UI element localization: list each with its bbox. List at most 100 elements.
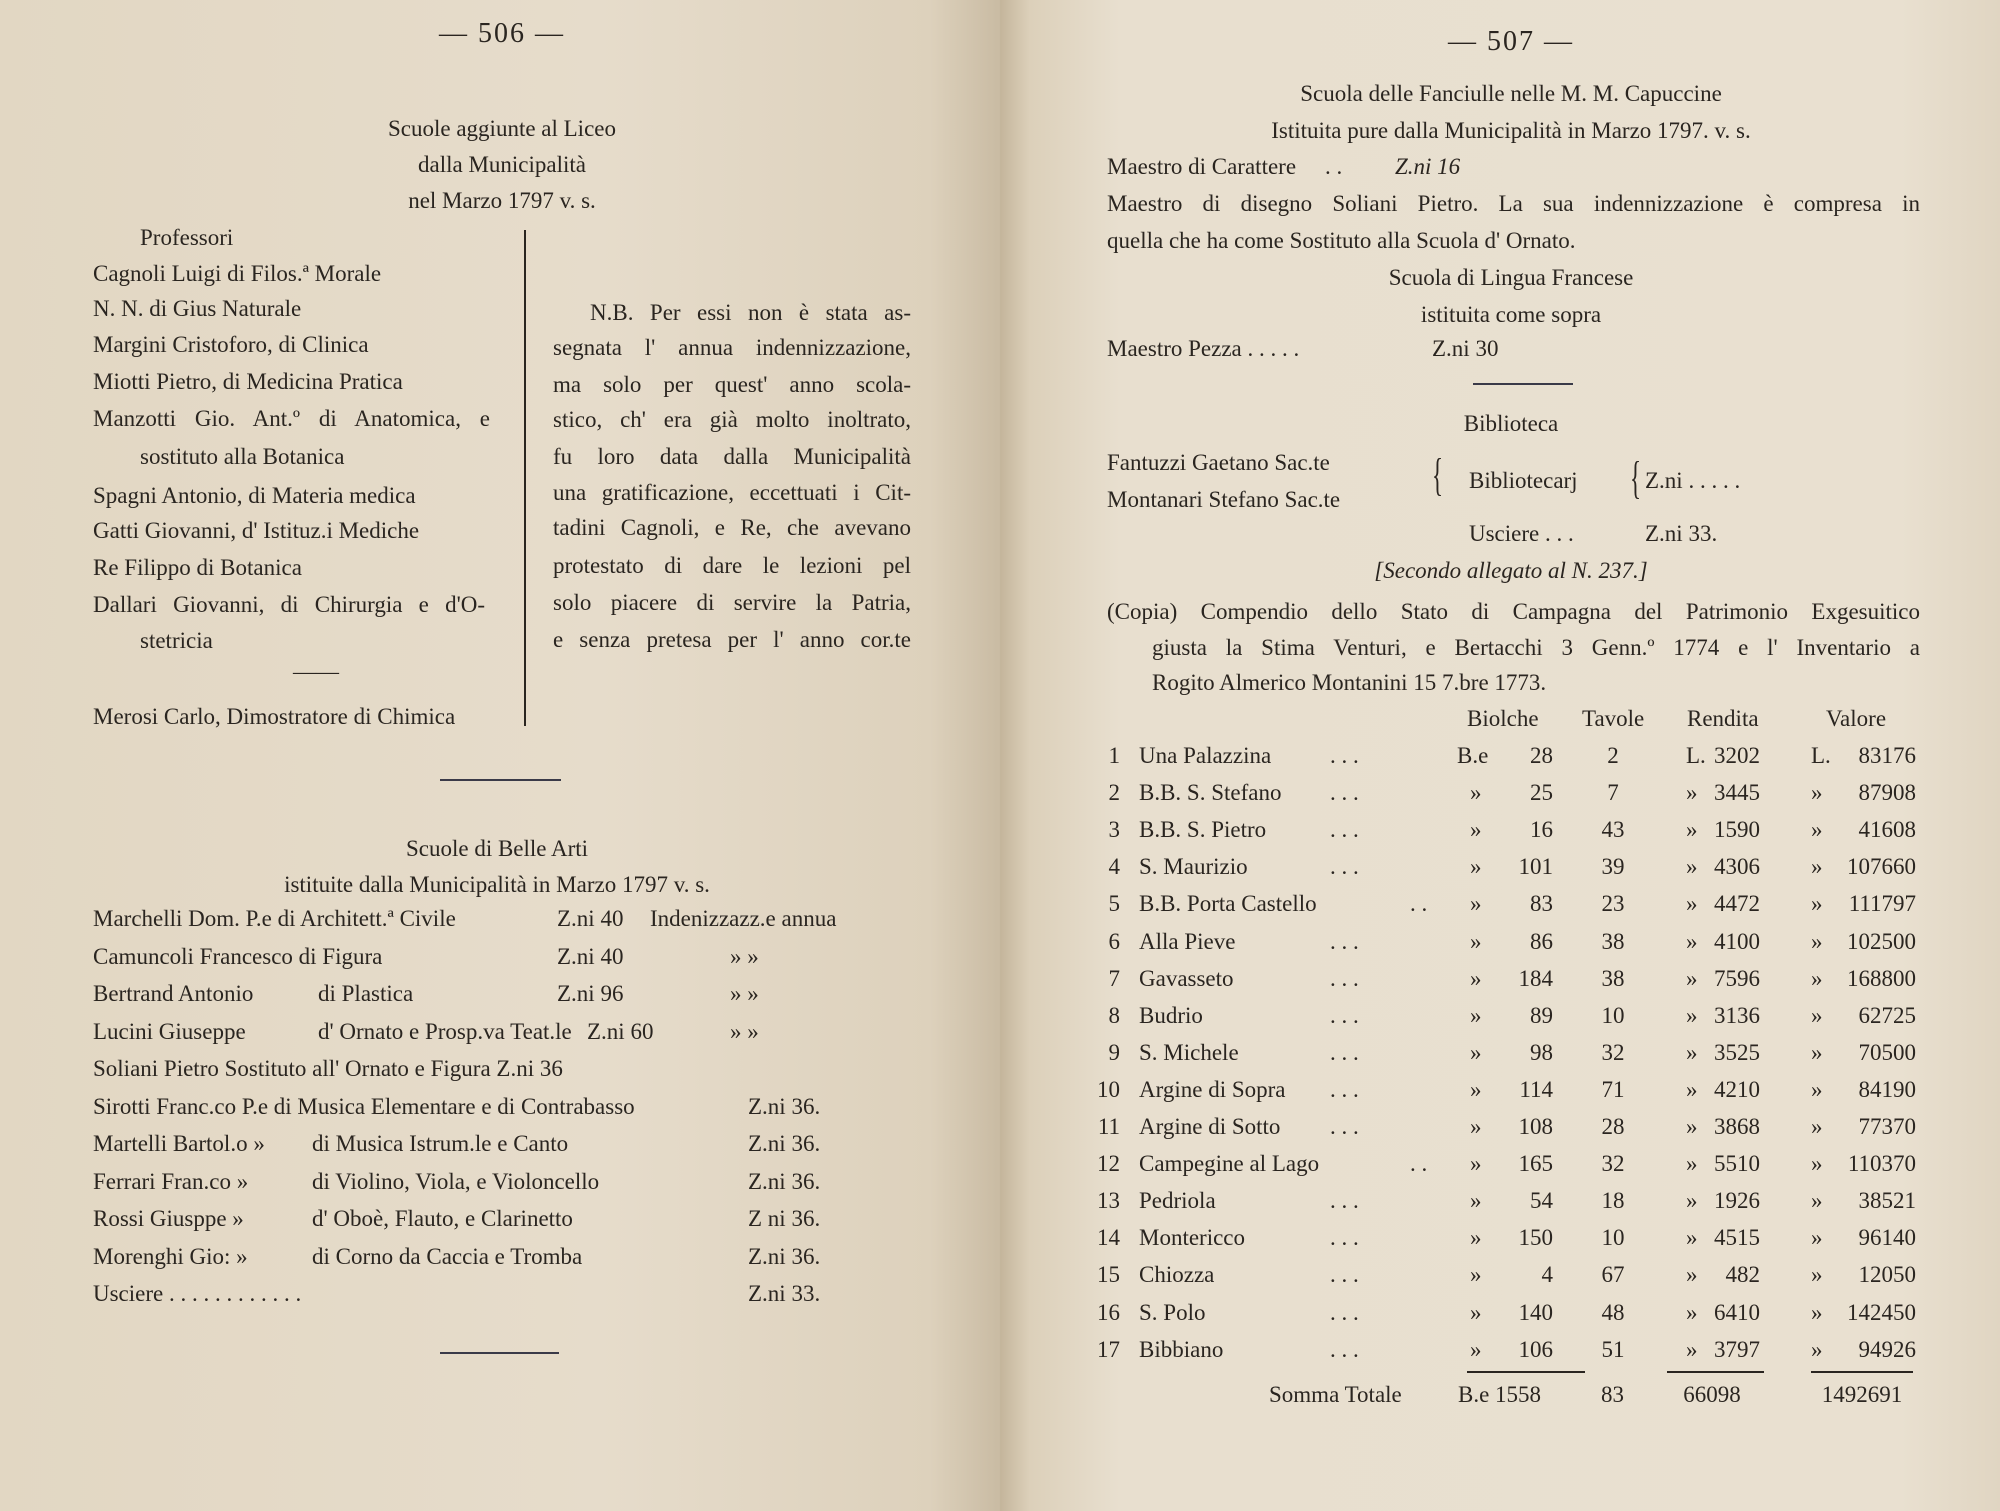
professor-entry: Cagnoli Luigi di Filos.ª Morale (93, 261, 382, 286)
professor-entry: Margini Cristoforo, di Clinica (93, 332, 369, 357)
rendita-value: 5510 (1714, 1151, 1760, 1177)
rendita-marker: » (1686, 1336, 1698, 1362)
rendita-value: 4306 (1714, 854, 1760, 880)
estate-name: Una Palazzina (1139, 743, 1272, 768)
row-number: 17 (1097, 1336, 1120, 1362)
rendita-value: 6410 (1714, 1299, 1760, 1325)
estate-name: Budrio (1139, 1002, 1203, 1028)
brace-line (524, 230, 526, 726)
valore-marker: » (1811, 1076, 1823, 1102)
brace-icon: { (1630, 452, 1642, 503)
artist-note: » » (730, 1018, 759, 1044)
professor-entry: Re Filippo di Botanica (93, 555, 302, 580)
rendita-value: 4515 (1714, 1225, 1760, 1251)
row-number: 2 (1108, 780, 1121, 806)
tavole-value: 32 (1601, 1151, 1625, 1177)
artist-amount: Z.ni 36. (748, 1243, 821, 1269)
leader-dots: . . . (1330, 1114, 1359, 1139)
row-number: 5 (1108, 891, 1121, 917)
biolche-marker: » (1470, 1336, 1482, 1362)
artist-subject: di Corno da Caccia e Tromba (312, 1243, 583, 1269)
leader-dots: . . . (1330, 1002, 1359, 1028)
leader-dots: . . . (1330, 780, 1359, 806)
tavole-value: 10 (1601, 1002, 1625, 1028)
row-number: 13 (1097, 1188, 1120, 1214)
note-line: quella che ha come Sostituto alla Scuola… (1107, 228, 1576, 253)
entry-label: Maestro Pezza . . . . . (1107, 336, 1300, 361)
artist-amount: Z.ni 60 (587, 1018, 654, 1044)
rendita-value: 4100 (1714, 928, 1760, 954)
valore-value: 96140 (1858, 1225, 1917, 1251)
professors-heading: Professori (140, 225, 234, 250)
valore-value: 62725 (1858, 1002, 1917, 1028)
rendita-marker: » (1686, 1225, 1698, 1251)
rendita-value: 7596 (1714, 965, 1760, 991)
estate-name: Chiozza (1139, 1262, 1215, 1288)
rendita-value: 3868 (1714, 1114, 1760, 1139)
artist-amount: Z.ni 36. (748, 1093, 821, 1119)
biolche-value: 114 (1519, 1076, 1553, 1102)
right-page: — 507 — Scuola delle Fanciulle nelle M. … (1000, 0, 2000, 1511)
section-title: dalla Municipalità (418, 152, 586, 177)
valore-value: 142450 (1847, 1299, 1916, 1325)
valore-value: 84190 (1858, 1076, 1917, 1102)
biolche-value: 4 (1541, 1262, 1554, 1288)
divider (1473, 383, 1573, 385)
sum-line (1467, 1371, 1585, 1373)
valore-marker: » (1811, 1225, 1823, 1251)
biolche-value: 150 (1518, 1225, 1554, 1251)
section-title: Istituita pure dalla Municipalità in Mar… (1271, 118, 1751, 143)
valore-value: 41608 (1858, 817, 1917, 843)
biolche-value: 89 (1530, 1002, 1553, 1028)
valore-marker: » (1811, 1151, 1823, 1177)
note-line: tadini Cagnoli, e Re, che avevano (553, 515, 911, 540)
rendita-marker: » (1686, 1114, 1698, 1139)
rendita-marker: » (1686, 780, 1698, 806)
rendita-marker: » (1686, 1076, 1698, 1102)
valore-marker: » (1811, 1336, 1823, 1362)
row-number: 15 (1097, 1262, 1120, 1288)
divider (440, 1352, 559, 1354)
biolche-marker: » (1470, 1002, 1482, 1028)
estate-name: Bibbiano (1139, 1336, 1224, 1362)
tavole-value: 10 (1601, 1225, 1625, 1251)
leader-dots: . . . (1330, 1225, 1359, 1251)
tavole-value: 43 (1601, 817, 1625, 843)
artist-amount: Z.ni 36. (748, 1168, 821, 1194)
rendita-marker: » (1686, 1151, 1698, 1177)
tavole-value: 39 (1601, 854, 1625, 880)
professor-entry: stetricia (140, 628, 213, 653)
note-line: N.B. Per essi non è stata as- (590, 300, 911, 325)
note-line: Maestro di disegno Soliani Pietro. La su… (1107, 191, 1920, 216)
tavole-value: 38 (1601, 928, 1625, 954)
section-title: Scuola delle Fanciulle nelle M. M. Capuc… (1300, 81, 1722, 106)
role-amount: Z.ni . . . . . (1645, 468, 1741, 493)
row-number: 16 (1097, 1299, 1120, 1325)
valore-value: 77370 (1858, 1114, 1917, 1139)
valore-marker: » (1811, 1002, 1823, 1028)
biolche-value: 140 (1518, 1299, 1554, 1325)
valore-value: 12050 (1858, 1262, 1917, 1288)
valore-marker: » (1811, 1262, 1823, 1288)
last-entry: Merosi Carlo, Dimostratore di Chimica (93, 704, 456, 729)
entry-amount: Z.ni 30 (1432, 336, 1499, 361)
professor-entry: Miotti Pietro, di Medicina Pratica (93, 369, 403, 394)
estate-name: Argine di Sopra (1139, 1076, 1286, 1102)
tavole-value: 23 (1601, 891, 1625, 917)
artist-amount: Z ni 36. (748, 1206, 821, 1231)
estate-name: B.B. S. Stefano (1139, 780, 1282, 806)
rendita-marker: L. (1686, 743, 1706, 768)
section-title: nel Marzo 1797 v. s. (408, 188, 596, 213)
row-number: 6 (1108, 928, 1121, 954)
estate-name: S. Polo (1139, 1299, 1206, 1325)
rendita-value: 1926 (1714, 1188, 1760, 1214)
valore-marker: » (1811, 1188, 1823, 1214)
artist-amount: Z.ni 40 (557, 943, 624, 969)
valore-marker: » (1811, 928, 1823, 954)
biolche-value: 184 (1518, 965, 1554, 991)
col-header-biolche: Biolche (1467, 706, 1539, 731)
tavole-value: 28 (1601, 1114, 1625, 1139)
estate-name: S. Michele (1139, 1039, 1239, 1065)
estate-name: Argine di Sotto (1139, 1114, 1281, 1139)
row-number: 12 (1097, 1151, 1120, 1177)
